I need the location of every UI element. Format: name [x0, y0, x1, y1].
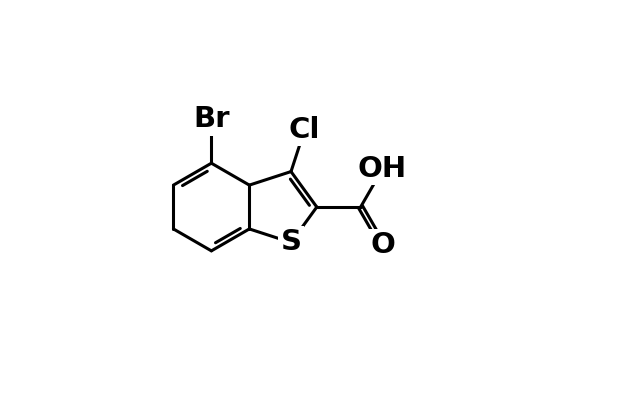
- Text: S: S: [280, 228, 301, 256]
- Text: OH: OH: [358, 155, 407, 183]
- Text: Cl: Cl: [289, 116, 320, 144]
- Text: Br: Br: [193, 105, 230, 134]
- Text: O: O: [370, 231, 395, 259]
